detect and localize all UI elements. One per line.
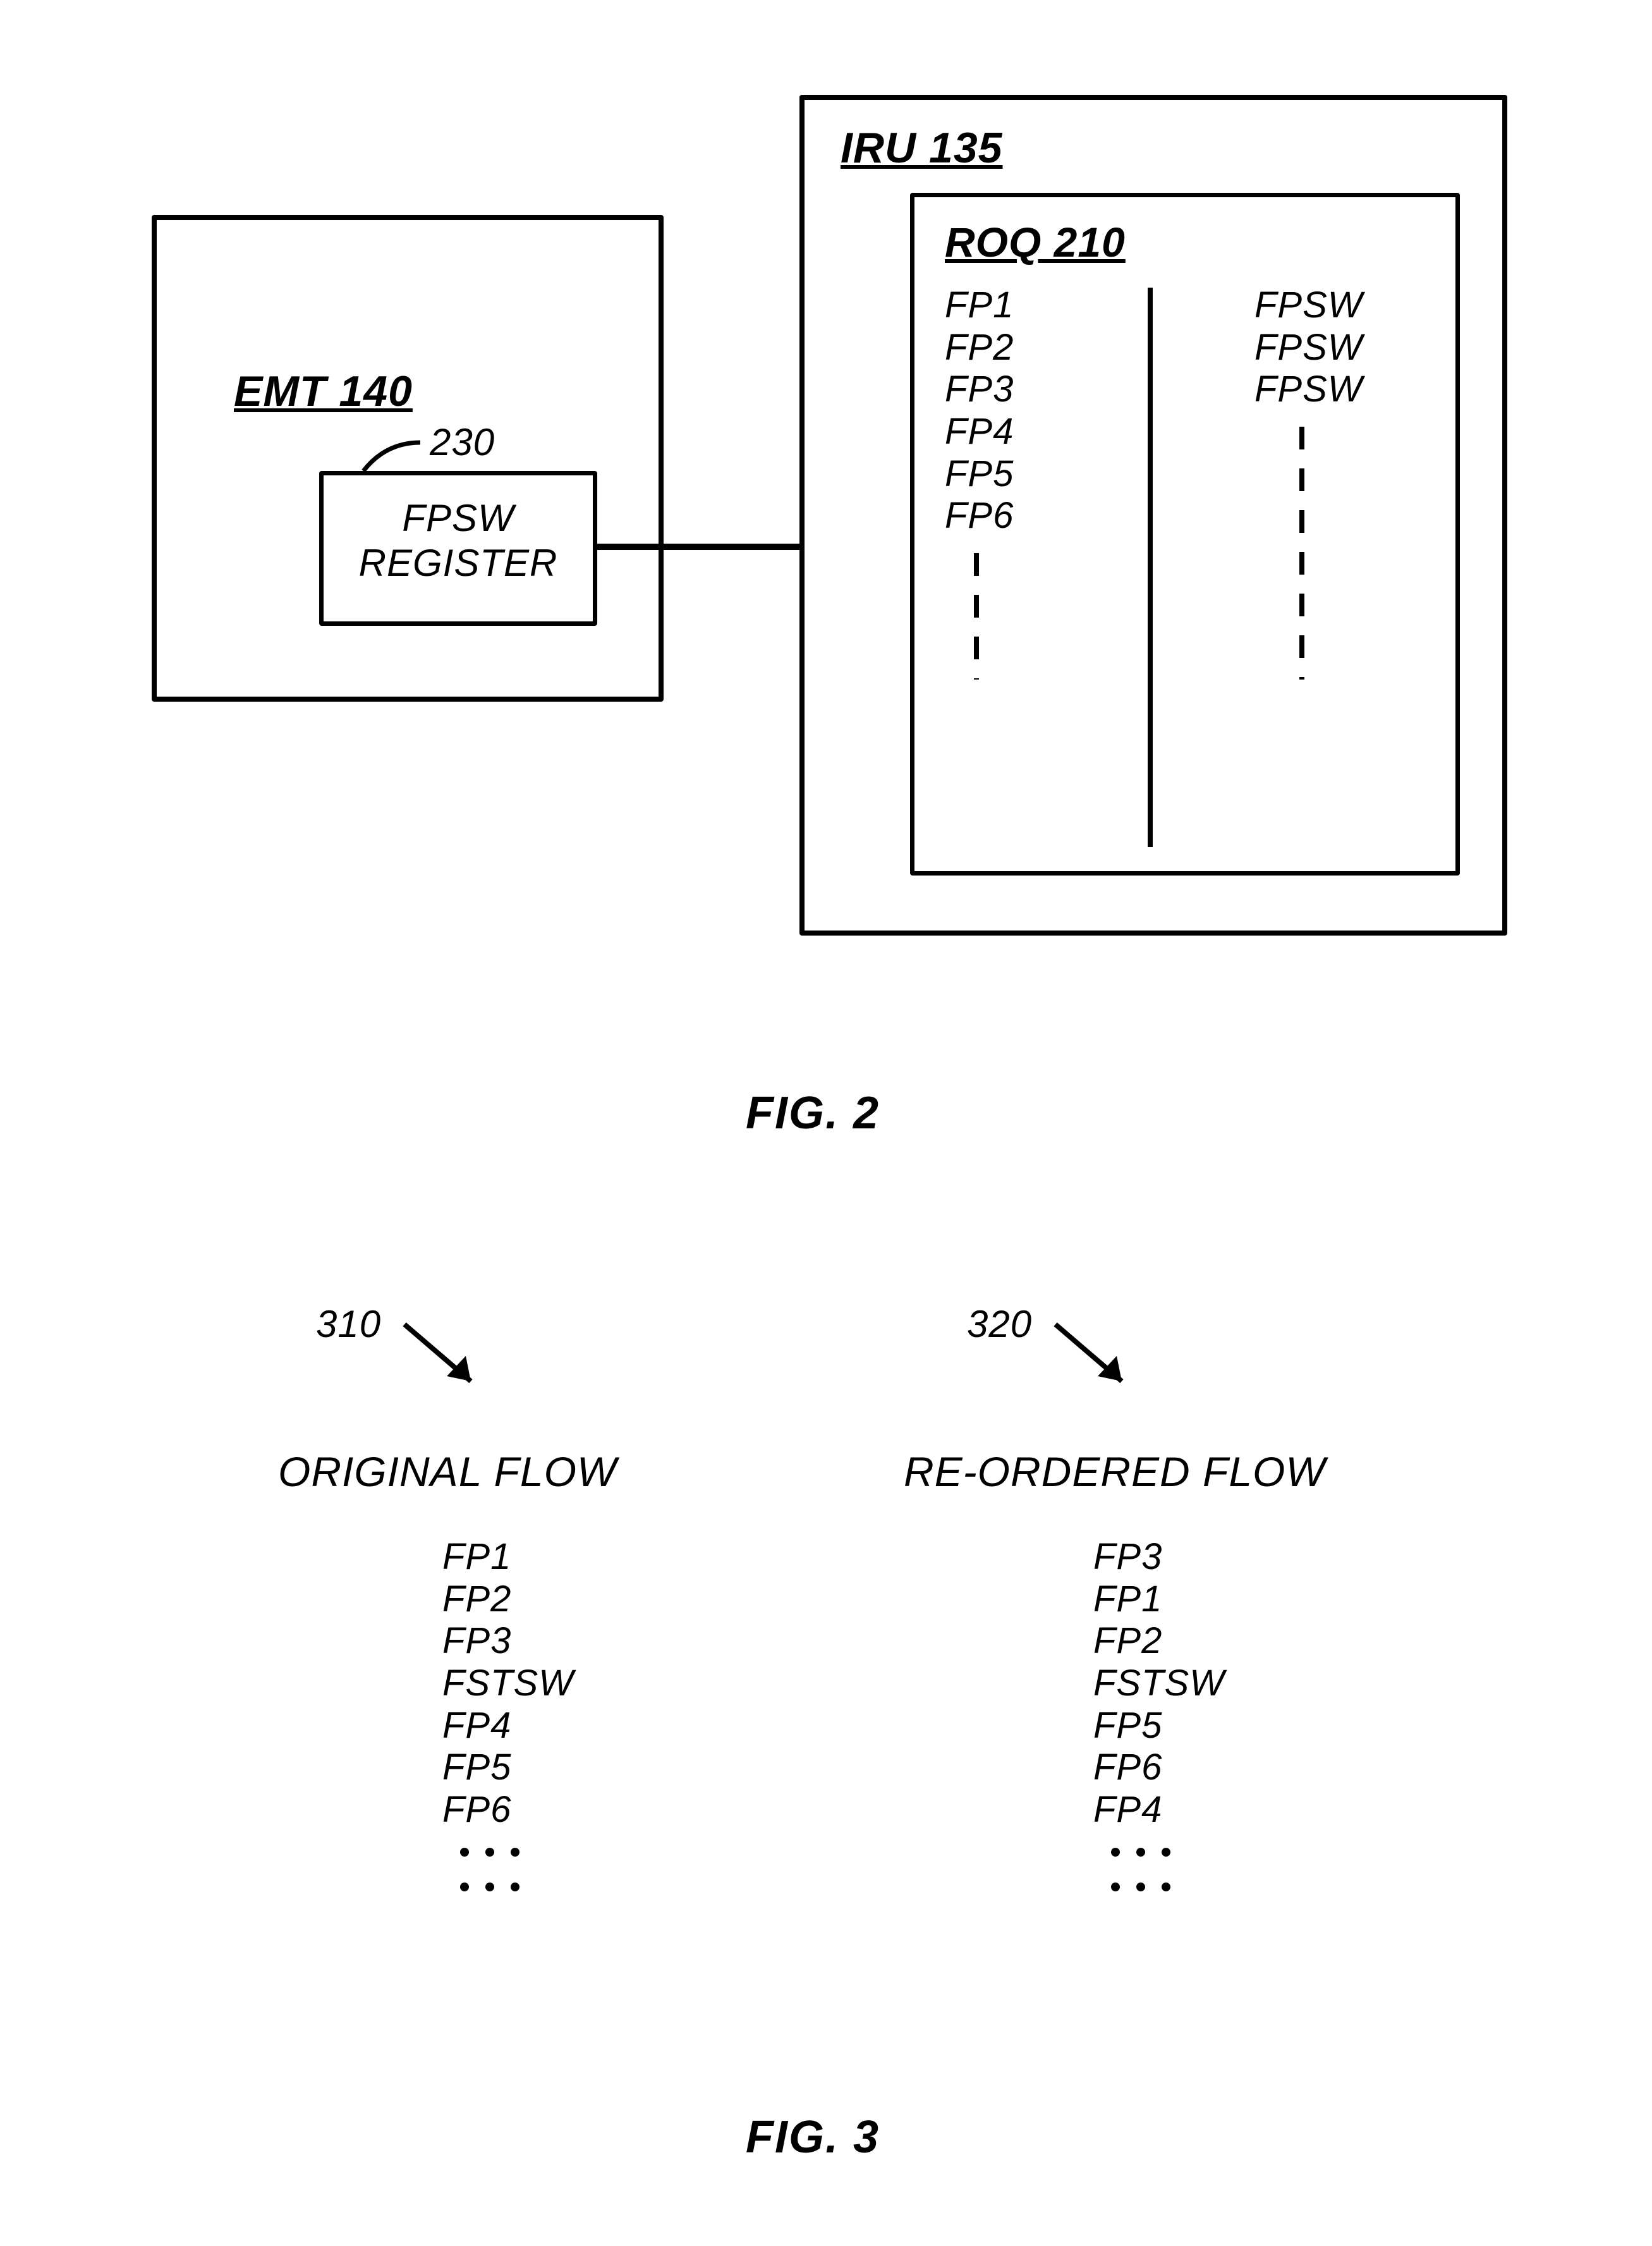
fig3-caption: FIG. 3 <box>746 2111 880 2163</box>
reo-ellipsis <box>0 0 1652 2246</box>
